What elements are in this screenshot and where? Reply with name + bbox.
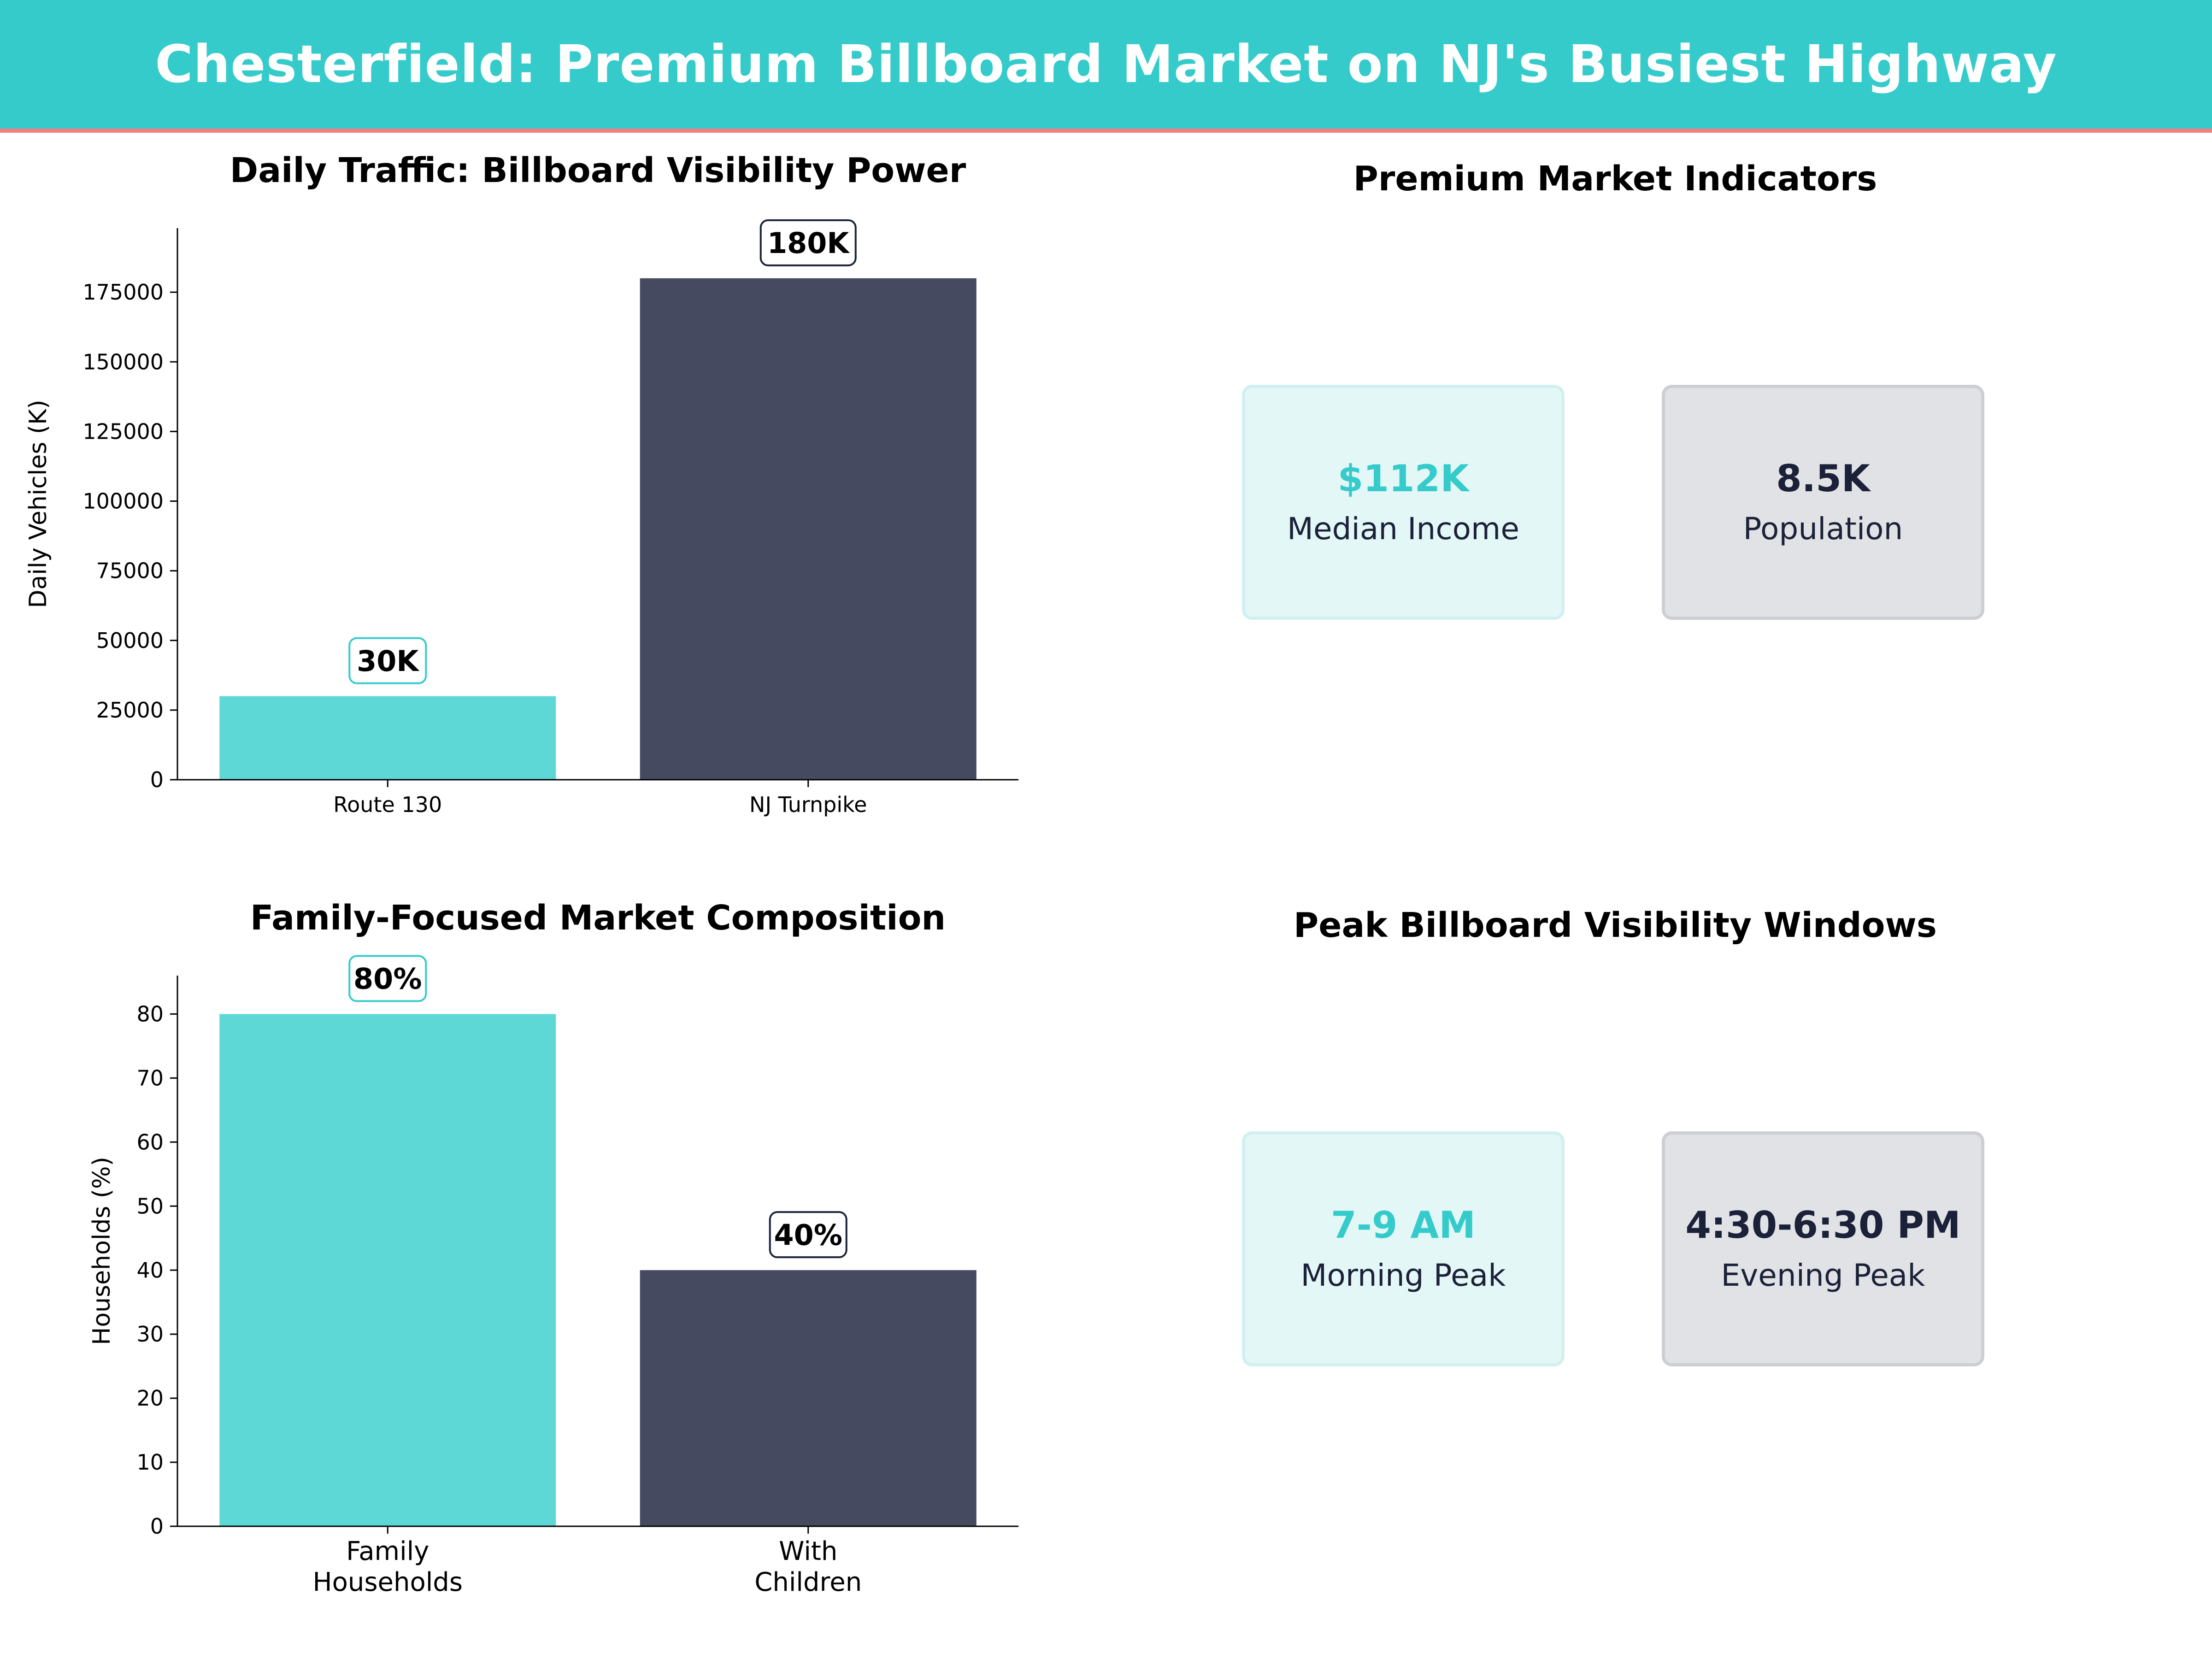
x-tick-label: Family Households xyxy=(312,1536,463,1597)
data-label: 30K xyxy=(357,644,419,678)
y-tick-label: 175000 xyxy=(82,280,164,305)
y-tick-label: 0 xyxy=(150,1514,164,1539)
x-tick-label-line: With xyxy=(779,1536,837,1566)
x-tick-label-line: Children xyxy=(754,1567,862,1597)
y-axis-label: Daily Vehicles (K) xyxy=(24,400,52,608)
chart-title: Family-Focused Market Composition xyxy=(250,898,946,938)
morning-peak-label: Morning Peak xyxy=(1300,1258,1506,1293)
y-tick-label: 80 xyxy=(136,1001,164,1026)
y-tick-label: 30 xyxy=(136,1322,164,1347)
y-tick-label: 50000 xyxy=(96,628,164,653)
bar xyxy=(219,1014,556,1526)
median-income-label: Median Income xyxy=(1287,511,1519,547)
x-tick-label-line: Family xyxy=(346,1536,429,1566)
y-tick-label: 75000 xyxy=(96,559,164,583)
evening-peak-value: 4:30-6:30 PM xyxy=(1685,1204,1961,1247)
data-label: 180K xyxy=(767,226,850,260)
bar xyxy=(640,1270,977,1526)
chart-title: Daily Traffic: Billboard Visibility Powe… xyxy=(230,151,966,190)
y-tick-label: 70 xyxy=(136,1065,164,1090)
data-label-box xyxy=(759,219,857,266)
x-tick-label-line: NJ Turnpike xyxy=(749,792,867,817)
y-tick-label: 0 xyxy=(150,767,164,792)
y-tick-label: 100000 xyxy=(82,489,164,514)
median-income-value: $112K xyxy=(1337,457,1469,500)
y-tick-label: 10 xyxy=(136,1450,164,1475)
chart-2: Family-Focused Market Composition Househo… xyxy=(88,898,1018,1597)
population-label: Population xyxy=(1743,511,1903,547)
bar xyxy=(640,278,977,780)
data-label-box xyxy=(348,955,427,1002)
y-axis-label: Households (%) xyxy=(88,1157,116,1345)
y-tick-label: 150000 xyxy=(82,349,164,374)
evening-peak-label: Evening Peak xyxy=(1721,1258,1925,1293)
header-banner: Chesterfield: Premium Billboard Market o… xyxy=(0,0,2212,133)
data-label-box xyxy=(769,1211,847,1259)
bar xyxy=(219,696,556,780)
page-title: Chesterfield: Premium Billboard Market o… xyxy=(155,34,2057,94)
population-card: 8.5K Population xyxy=(1662,385,1984,620)
x-tick-label: Route 130 xyxy=(333,792,442,817)
data-label-box xyxy=(348,637,427,684)
y-tick-label: 40 xyxy=(136,1258,164,1282)
morning-peak-value: 7-9 AM xyxy=(1331,1204,1476,1247)
y-tick-label: 125000 xyxy=(82,419,164,444)
y-tick-label: 50 xyxy=(136,1194,164,1218)
population-value: 8.5K xyxy=(1776,457,1870,500)
data-label: 80% xyxy=(353,962,422,996)
y-tick-label: 60 xyxy=(136,1130,164,1154)
y-tick-label: 25000 xyxy=(96,698,164,723)
indicators-title: Premium Market Indicators xyxy=(1353,159,1877,199)
x-tick-label-line: Route 130 xyxy=(333,792,442,817)
x-tick-label-line: Households xyxy=(312,1567,463,1597)
data-label: 40% xyxy=(774,1218,842,1252)
chart-1: Daily Traffic: Billboard Visibility Powe… xyxy=(24,151,1018,817)
evening-peak-card: 4:30-6:30 PM Evening Peak xyxy=(1662,1131,1984,1366)
median-income-card: $112K Median Income xyxy=(1242,385,1565,620)
morning-peak-card: 7-9 AM Morning Peak xyxy=(1242,1131,1565,1366)
windows-title: Peak Billboard Visibility Windows xyxy=(1294,906,1937,945)
x-tick-label: NJ Turnpike xyxy=(749,792,867,817)
x-tick-label: With Children xyxy=(754,1536,862,1597)
y-tick-label: 20 xyxy=(136,1386,164,1411)
